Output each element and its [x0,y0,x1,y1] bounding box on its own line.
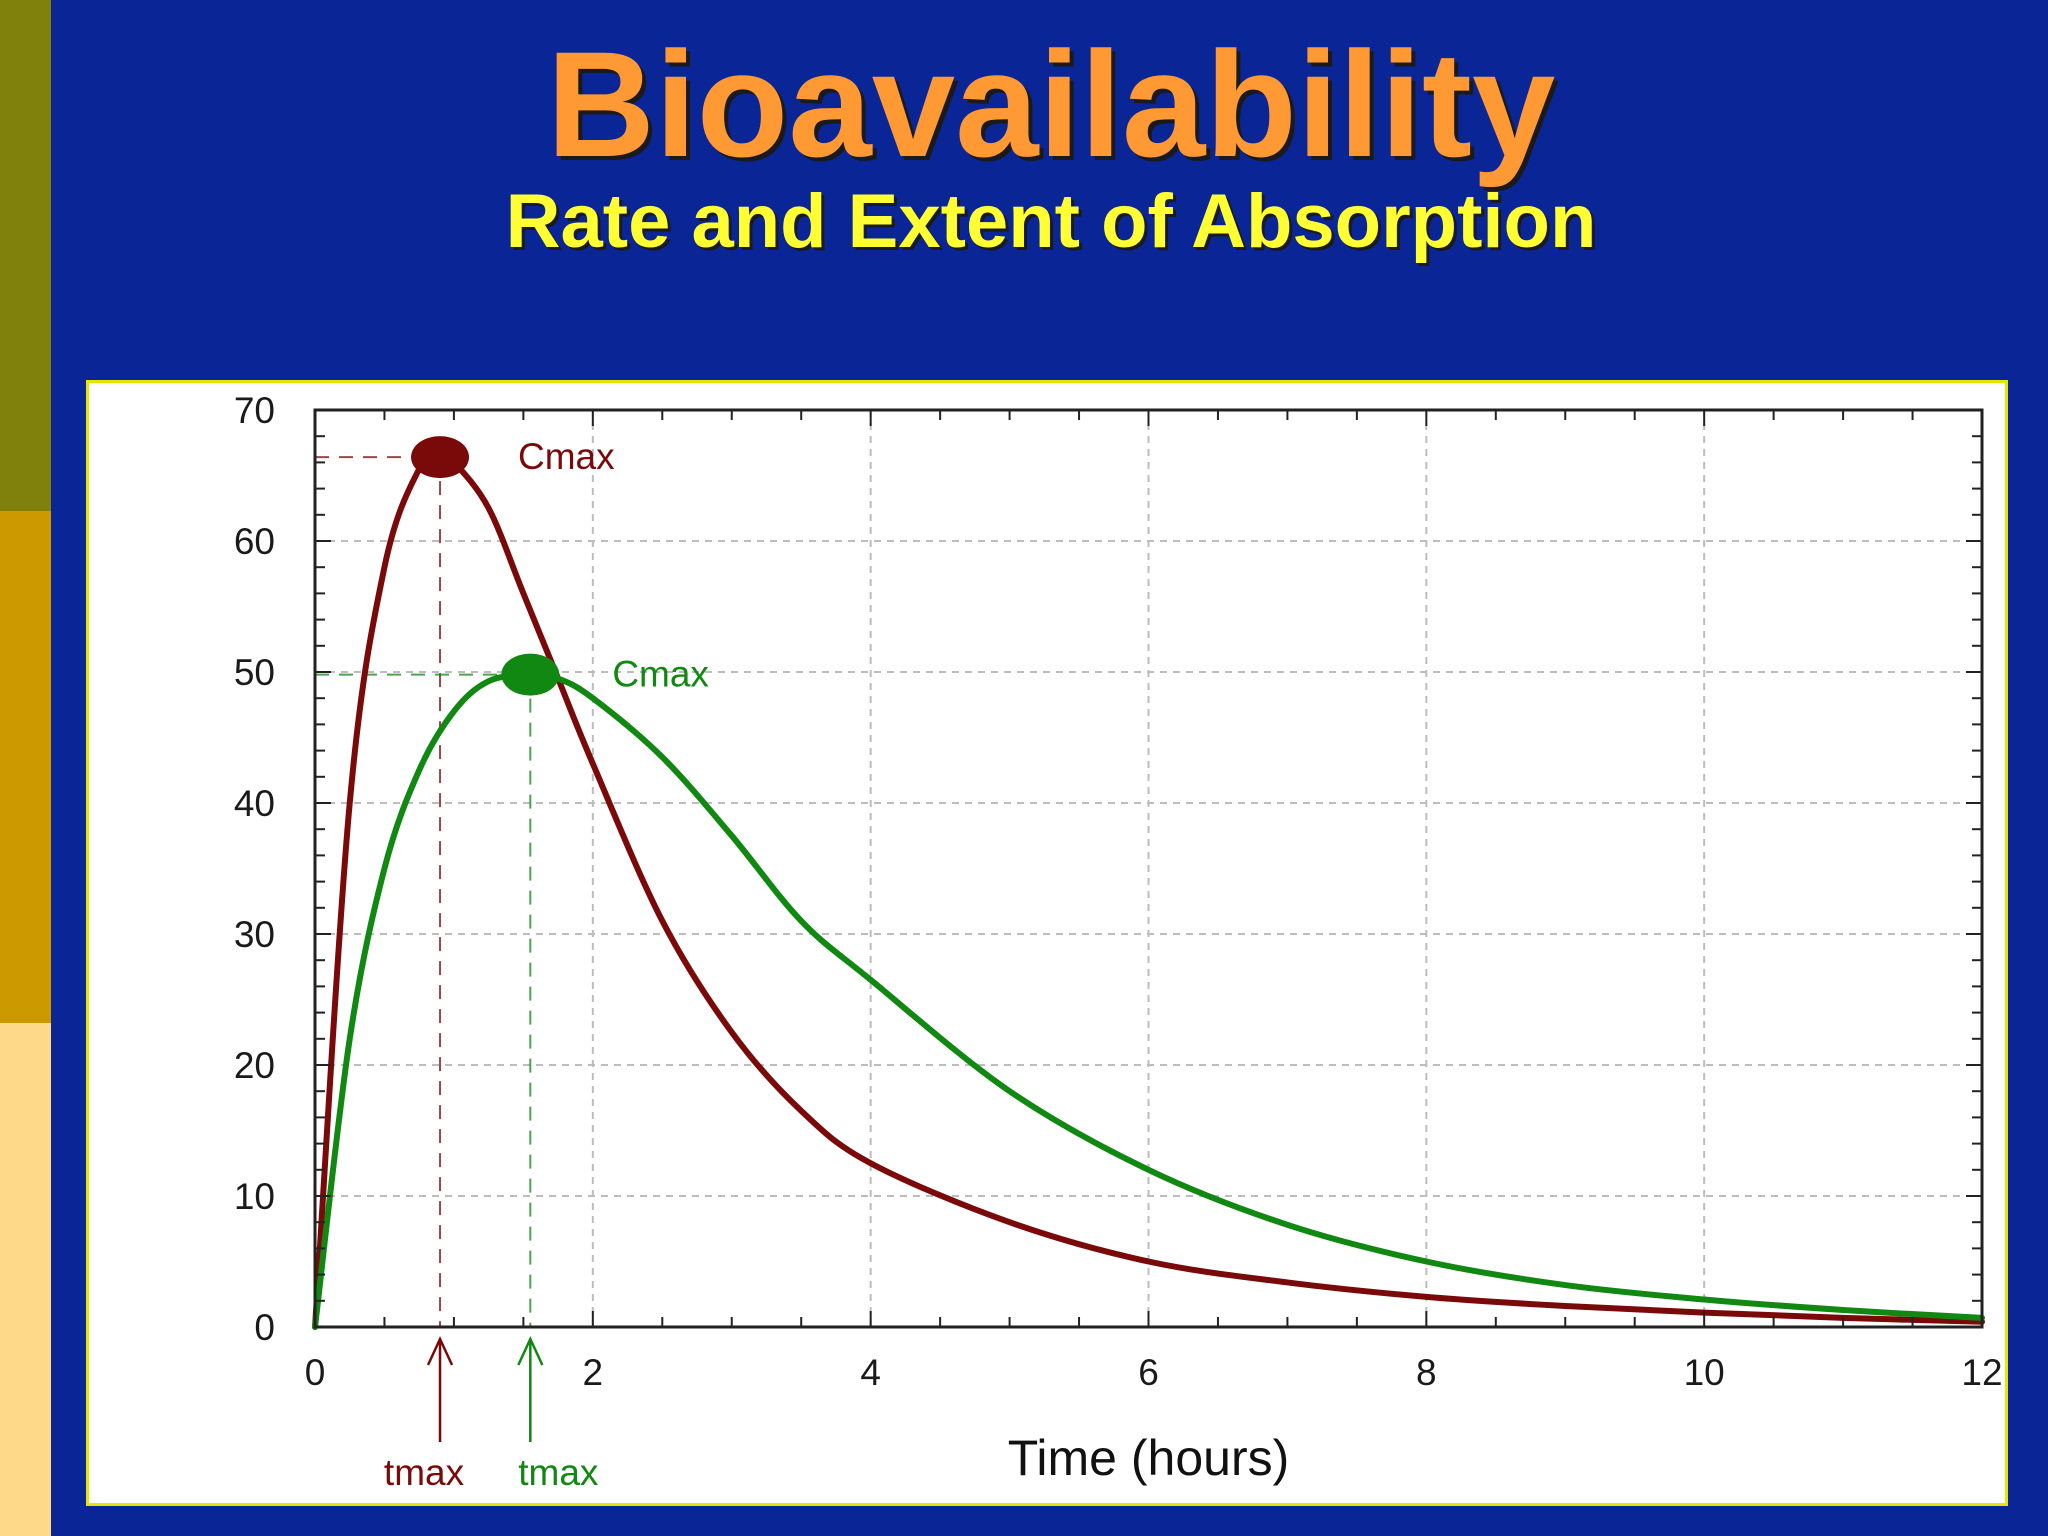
cmax-marker [411,436,470,479]
concentration-time-chart: 0 2 4 6 8 10 12 0 10 20 30 40 50 60 70 Cmax tmax Cmax tma… [234,390,2003,1493]
slide-title: Bioavailability [546,20,1556,188]
x-axis-label: Time (hours) [1008,1430,1290,1486]
cmax-marker [501,653,560,696]
tick-labels: 0 2 4 6 8 10 12 0 10 20 30 40 50 60 70 [234,390,2003,1393]
x-tick-label: 12 [1961,1352,2002,1393]
accent-stripe-middle [0,511,51,1023]
y-tick-label: 30 [234,914,275,955]
series-line [312,453,1985,1330]
accent-stripe-top [0,0,51,511]
x-tick-label: 0 [305,1352,326,1393]
x-tick-label: 6 [1138,1352,1159,1393]
chart-frame: 0 2 4 6 8 10 12 0 10 20 30 40 50 60 70 Cmax tmax Cmax tma… [86,380,2008,1506]
y-tick-label: 40 [234,783,275,824]
y-tick-label: 70 [234,390,275,431]
x-tick-label: 10 [1684,1352,1725,1393]
x-tick-label: 4 [860,1352,881,1393]
series-line [312,671,1985,1330]
grid [315,410,1982,1327]
axes [313,408,1984,1329]
tmax-label: tmax [384,1452,465,1493]
y-tick-label: 20 [234,1045,275,1086]
tmax-label: tmax [518,1452,599,1493]
tmax-arrow-head [517,1336,544,1366]
y-tick-label: 0 [254,1307,275,1348]
x-tick-label: 8 [1416,1352,1437,1393]
tmax-arrow-head [426,1336,454,1366]
series-lines [312,453,1985,1330]
cmax-label: Cmax [518,436,615,477]
y-tick-label: 10 [234,1176,275,1217]
x-tick-label: 2 [583,1352,604,1393]
accent-stripe-bottom [0,1023,51,1536]
annotations: Cmax tmax Cmax tmax [384,436,709,1493]
y-tick-label: 60 [234,521,275,562]
slide-subtitle: Rate and Extent of Absorption [505,179,1597,264]
y-tick-label: 50 [234,652,275,693]
cmax-label: Cmax [612,654,709,695]
